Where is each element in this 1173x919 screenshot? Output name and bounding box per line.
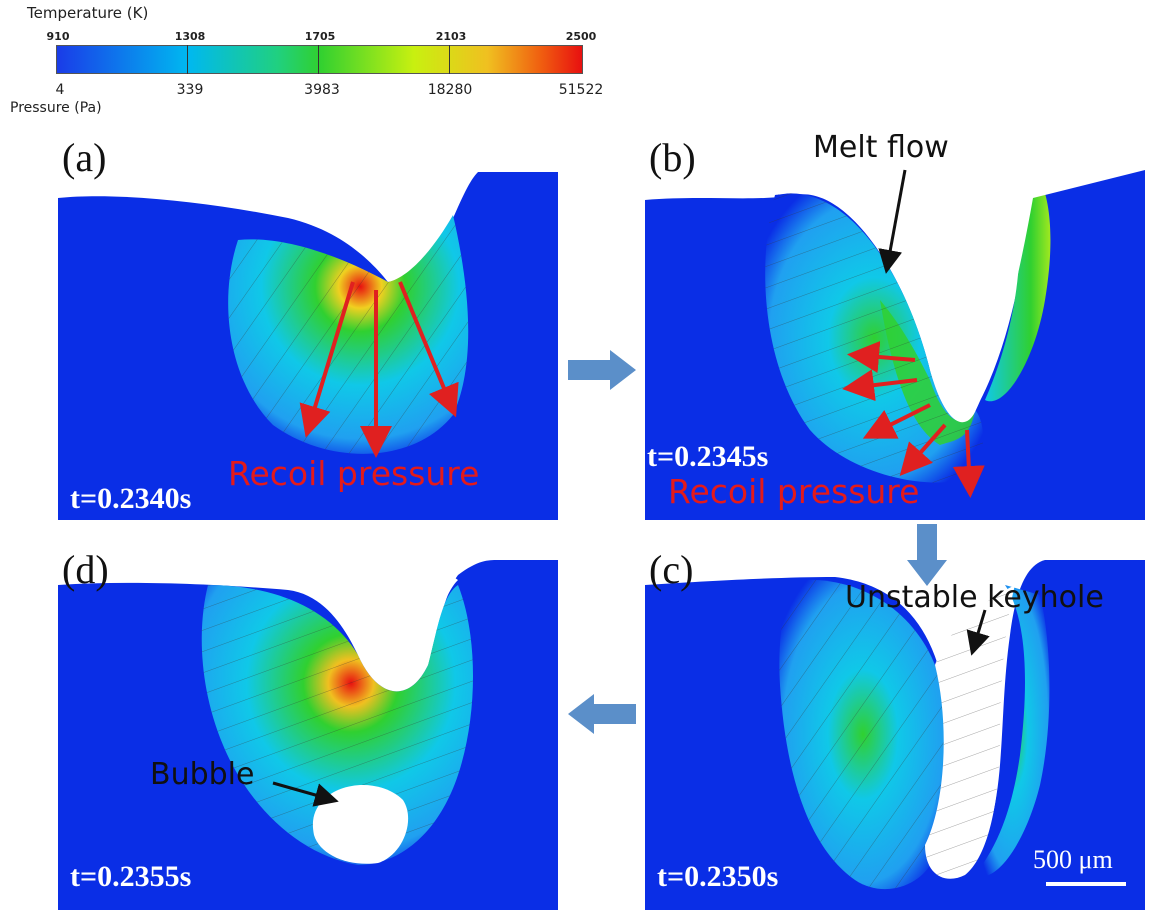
panel-a-simulation: [58, 172, 558, 520]
temp-tick: 2103: [435, 30, 467, 43]
temp-tick: 1705: [304, 30, 336, 43]
colorbar-divider: [318, 45, 319, 74]
recoil-pressure-label: Recoil pressure: [228, 454, 480, 493]
panel-b: [645, 140, 1145, 520]
panel-b-simulation: [645, 140, 1145, 520]
right-arrow-icon: [568, 350, 636, 390]
panel-d: [58, 555, 558, 910]
temp-tick: 910: [46, 30, 70, 43]
panel-a-label: (a): [62, 135, 107, 180]
panel-b-time: t=0.2345s: [647, 440, 769, 473]
colorbar: [56, 45, 583, 74]
panel-d-time: t=0.2355s: [70, 860, 192, 893]
panel-d-label: (d): [62, 547, 109, 592]
panel-c-label: (c): [649, 547, 694, 592]
melt-flow-label: Melt flow: [813, 130, 949, 165]
temp-tick: 1308: [174, 30, 206, 43]
scale-bar: [1046, 882, 1126, 886]
colorbar-divider: [187, 45, 188, 74]
panel-a-time: t=0.2340s: [70, 482, 192, 515]
panel-c-simulation: [645, 560, 1145, 910]
pressure-tick: 18280: [427, 82, 473, 98]
pressure-tick: 3983: [304, 82, 340, 98]
panel-a: [58, 140, 558, 520]
scale-bar-label: 500 μm: [1033, 845, 1113, 874]
pressure-label: Pressure (Pa): [10, 100, 102, 116]
colorbar-divider: [449, 45, 450, 74]
bubble-label: Bubble: [150, 757, 255, 792]
left-arrow-icon: [568, 694, 636, 734]
pressure-tick: 4: [55, 82, 65, 98]
pressure-tick: 339: [176, 82, 204, 98]
panel-b-label: (b): [649, 135, 696, 180]
panel-c-time: t=0.2350s: [657, 860, 779, 893]
temp-tick: 2500: [565, 30, 597, 43]
down-arrow-icon: [907, 524, 947, 586]
pressure-tick: 51522: [558, 82, 604, 98]
panel-d-simulation: [58, 560, 558, 910]
unstable-keyhole-label: Unstable keyhole: [845, 580, 1104, 615]
recoil-pressure-label-b: Recoil pressure: [668, 472, 920, 511]
temperature-label: Temperature (K): [27, 4, 149, 22]
panel-c: [645, 555, 1145, 910]
